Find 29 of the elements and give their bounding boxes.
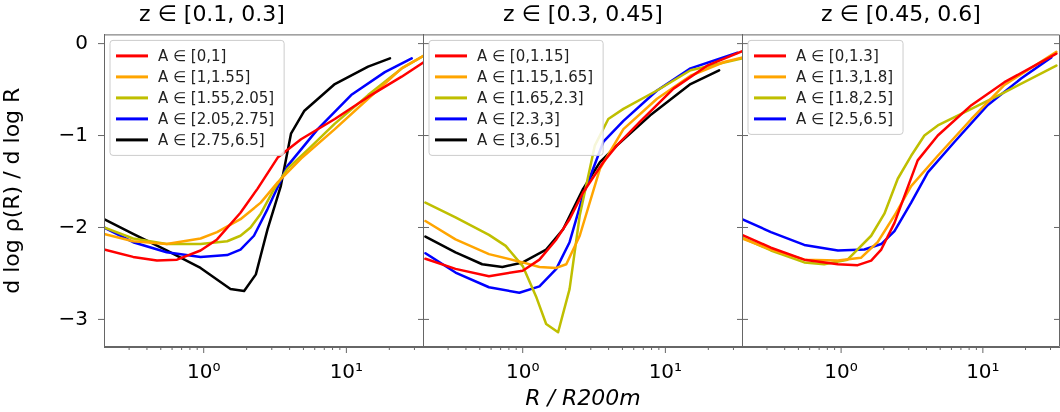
legend-label: A ∈ [1.8,2.5] (796, 88, 894, 107)
legend-label: A ∈ [1.55,2.05] (158, 88, 275, 107)
legend-label: A ∈ [0,1.15] (477, 46, 570, 65)
y-axis-title: d log ρ(R) / d log R (0, 87, 24, 294)
x-tick-label: 10⁰ (186, 359, 221, 384)
x-tick-label: 10¹ (648, 359, 683, 384)
chart-title: z ∈ [0.3, 0.45] (503, 0, 663, 26)
legend-label: A ∈ [2.3,3] (477, 109, 560, 128)
y-tick-label: −2 (58, 213, 88, 238)
legend-label: A ∈ [1.3,1.8] (796, 67, 894, 86)
x-tick-label: 10⁰ (505, 359, 540, 384)
x-tick-label: 10¹ (966, 359, 1000, 384)
legend-label: A ∈ [1.65,2.3] (477, 88, 584, 107)
chart-title: z ∈ [0.1, 0.3] (139, 0, 285, 26)
y-tick-label: 0 (75, 29, 88, 54)
legend-label: A ∈ [0,1] (158, 46, 227, 65)
x-tick-label: 10¹ (329, 359, 364, 384)
legend-label: A ∈ [2.75,6.5] (158, 130, 265, 149)
x-tick-label: 10⁰ (824, 359, 858, 384)
legend-label: A ∈ [0,1.3] (796, 46, 879, 65)
legend-label: A ∈ [1,1.55] (158, 67, 251, 86)
x-axis-title: R / R200m (525, 384, 641, 410)
legend-label: A ∈ [2.5,6.5] (796, 109, 894, 128)
chart-title: z ∈ [0.45, 0.6] (821, 0, 981, 26)
y-tick-label: −1 (58, 121, 88, 146)
y-tick-label: −3 (58, 305, 88, 330)
legend-label: A ∈ [3,6.5] (477, 130, 560, 149)
legend-label: A ∈ [1.15,1.65] (477, 67, 594, 86)
legend-label: A ∈ [2.05,2.75] (158, 109, 275, 128)
